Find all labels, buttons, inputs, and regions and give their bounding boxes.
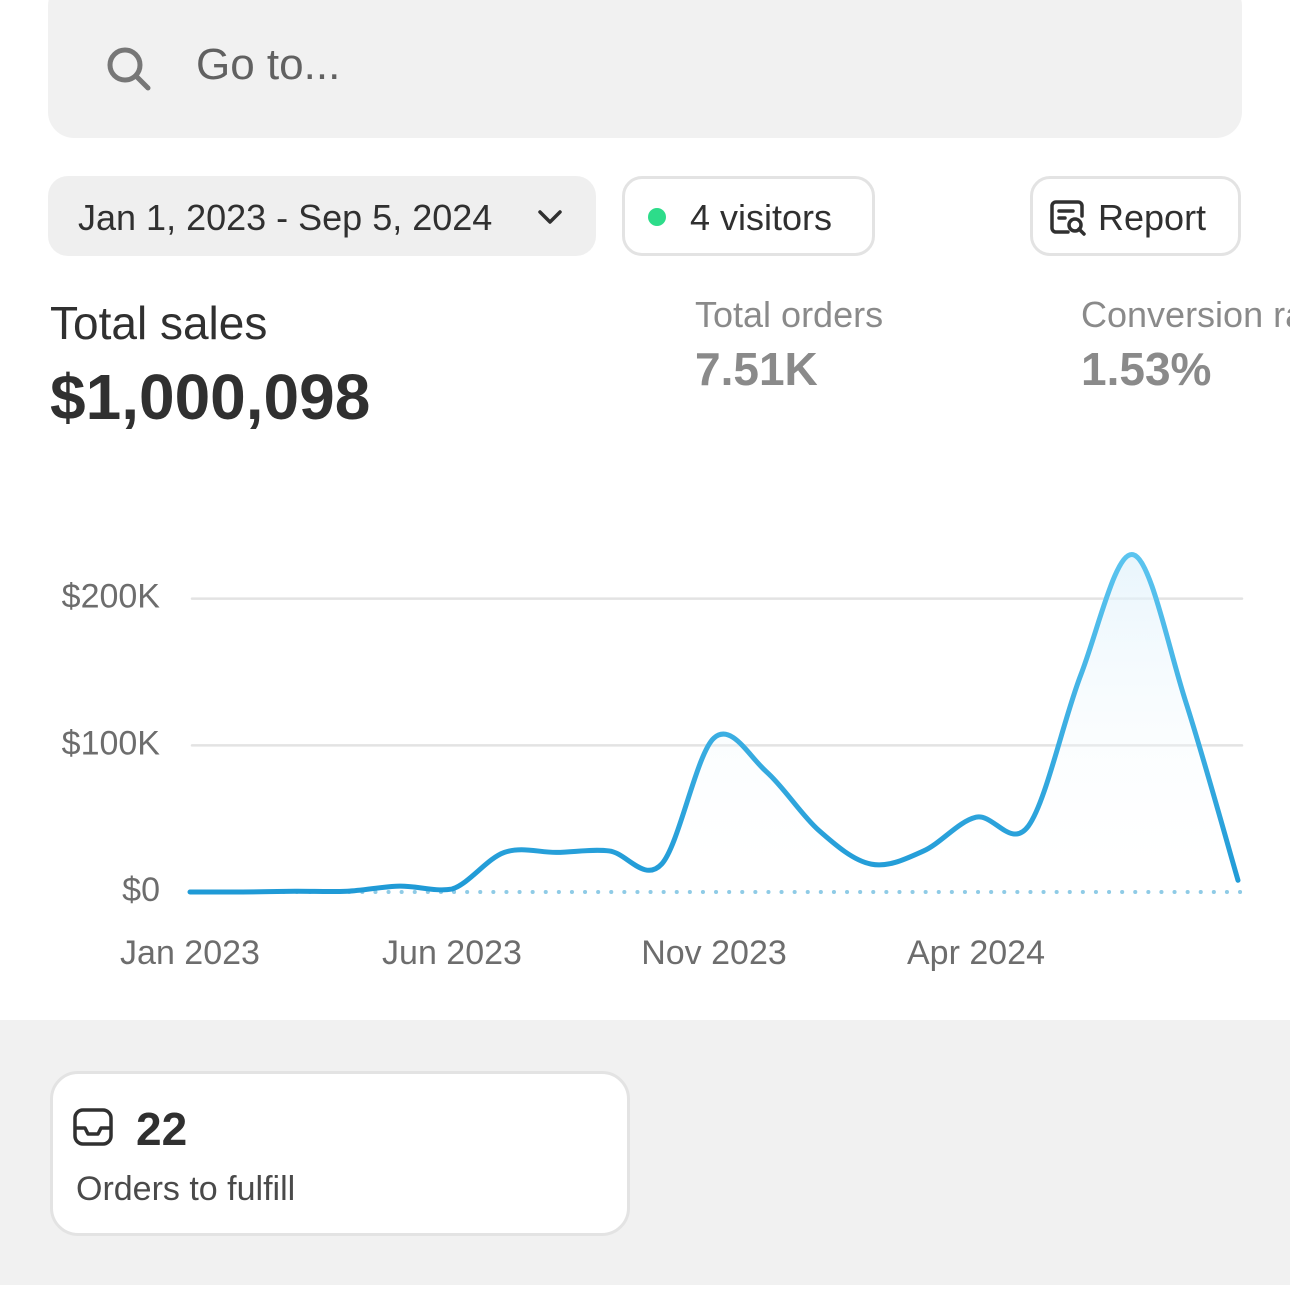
orders-card[interactable] [50,1071,630,1236]
area [190,554,1238,892]
total-sales-value: $1,000,098 [50,361,371,433]
y-tick-label: $200K [62,578,161,616]
orders-count: 22 [136,1103,188,1155]
report-button[interactable] [1030,176,1241,256]
total-sales-label: Total sales [50,297,268,349]
search-bar[interactable] [48,0,1242,138]
sales-chart: $0 $100K $200K Jan 2023 Jun 2023 Nov 2023 Apr … [62,552,1244,972]
date-range-button[interactable] [48,176,596,256]
visitors: 4 visitors [690,197,833,238]
x-tick-label: Jun 2023 [382,934,522,972]
line [187,552,1241,895]
orders-label: Orders to fulfill [76,1170,296,1208]
y-tick-label: $0 [122,871,160,909]
conversion-label: Conversion rate [1081,294,1290,335]
report-icon [1050,200,1086,236]
search-placeholder: Go to... [196,40,341,89]
total-orders-value: 7.51K [695,343,818,395]
live-dot [648,208,666,226]
chevron-icon [538,210,562,224]
y-tick-label: $100K [62,724,161,762]
x-tick-label: Jan 2023 [120,934,260,972]
report: Report [1098,197,1207,238]
visitors-button[interactable] [622,176,875,256]
total-orders-label: Total orders [695,294,884,335]
conversion-value: 1.53% [1081,343,1212,395]
inbox-icon [73,1108,113,1146]
x-tick-label: Apr 2024 [907,934,1045,972]
x-tick-label: Nov 2023 [641,934,787,972]
date-range: Jan 1, 2023 - Sep 5, 2024 [78,197,493,238]
search-icon [107,47,151,91]
